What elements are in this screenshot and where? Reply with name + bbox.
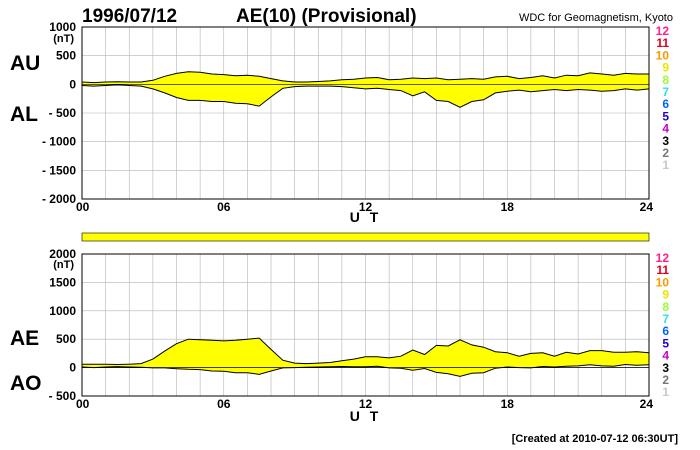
y-tick-label: 1000 <box>49 20 76 34</box>
station-number: 1 <box>662 158 669 172</box>
station-number: 9 <box>662 288 669 302</box>
x-tick-label: 24 <box>640 397 654 411</box>
y-tick-label: 0 <box>69 77 76 91</box>
x-tick-label: 18 <box>501 397 515 411</box>
station-number: 4 <box>662 349 669 363</box>
created-timestamp: [Created at 2010-07-12 06:30UT] <box>512 433 679 445</box>
station-number: 8 <box>662 73 669 87</box>
station-number: 10 <box>656 275 670 289</box>
y-tick-label: 500 <box>56 49 76 63</box>
series-label-ae: AE <box>10 327 39 350</box>
y-tick-label: 1000 <box>49 304 76 318</box>
plot-frame <box>81 26 650 200</box>
x-tick-label: 00 <box>76 200 90 214</box>
station-number: 6 <box>662 324 669 338</box>
chart-title: AE(10) (Provisional) <box>236 6 417 27</box>
y-tick-label: 1500 <box>49 275 76 289</box>
x-axis-label: U T <box>350 408 382 424</box>
x-tick-label: 00 <box>76 397 90 411</box>
y-tick-label: - 1000 <box>42 135 76 149</box>
station-number: 7 <box>662 85 669 99</box>
ae-ao-panel: 2000 1500 1000 500 0 - 500 (nT) 00 06 12 18 24 U T AE… <box>10 247 653 424</box>
station-number: 6 <box>662 97 669 111</box>
y-tick-label: - 1500 <box>42 163 76 177</box>
station-number: 2 <box>662 373 669 387</box>
station-number: 5 <box>662 109 669 123</box>
x-axis-label: U T <box>350 209 382 225</box>
ao-line <box>81 363 650 377</box>
x-tick-label: 12 <box>359 200 373 214</box>
au-al-panel: 1000 500 0 - 500 - 1000 - 1500 - 2000 (nT) 00 06 1… <box>10 20 653 225</box>
station-number: 7 <box>662 312 669 326</box>
y-tick-label: - 500 <box>49 106 77 120</box>
series-label-ao: AO <box>10 372 42 395</box>
station-number: 2 <box>662 146 669 160</box>
chart-date: 1996/07/12 <box>82 6 177 27</box>
station-number: 5 <box>662 336 669 350</box>
station-number: 11 <box>656 36 669 50</box>
series-label-al: AL <box>10 103 38 126</box>
station-number: 3 <box>662 361 669 375</box>
al-line <box>81 84 650 108</box>
station-number: 12 <box>656 251 670 265</box>
y-tick-label: 2000 <box>49 247 76 261</box>
y-tick-label: - 500 <box>49 389 77 403</box>
y-tick-label: 500 <box>56 332 76 346</box>
au-al-fill <box>82 71 649 108</box>
station-number: 9 <box>662 61 669 75</box>
x-tick-label: 12 <box>359 397 373 411</box>
station-number: 11 <box>656 263 669 277</box>
data-source: WDC for Geomagnetism, Kyoto <box>519 12 673 24</box>
plot-frame <box>81 253 650 397</box>
data-availability-bar <box>81 232 650 242</box>
x-tick-label: 24 <box>640 200 654 214</box>
x-tick-label: 06 <box>217 397 231 411</box>
x-tick-label: 18 <box>501 200 515 214</box>
series-label-au: AU <box>10 52 40 75</box>
x-tick-label: 06 <box>217 200 231 214</box>
station-number: 3 <box>662 134 669 148</box>
au-line <box>81 71 649 84</box>
unit-label: (nT) <box>53 259 74 271</box>
y-tick-label: - 2000 <box>42 192 76 206</box>
station-number: 10 <box>656 48 670 62</box>
station-number: 1 <box>662 385 669 399</box>
unit-label: (nT) <box>53 33 74 45</box>
ae-line <box>82 337 650 366</box>
station-number: 8 <box>662 300 669 314</box>
station-number: 4 <box>662 122 669 136</box>
y-tick-label: 0 <box>69 361 76 375</box>
station-number: 12 <box>656 24 670 38</box>
